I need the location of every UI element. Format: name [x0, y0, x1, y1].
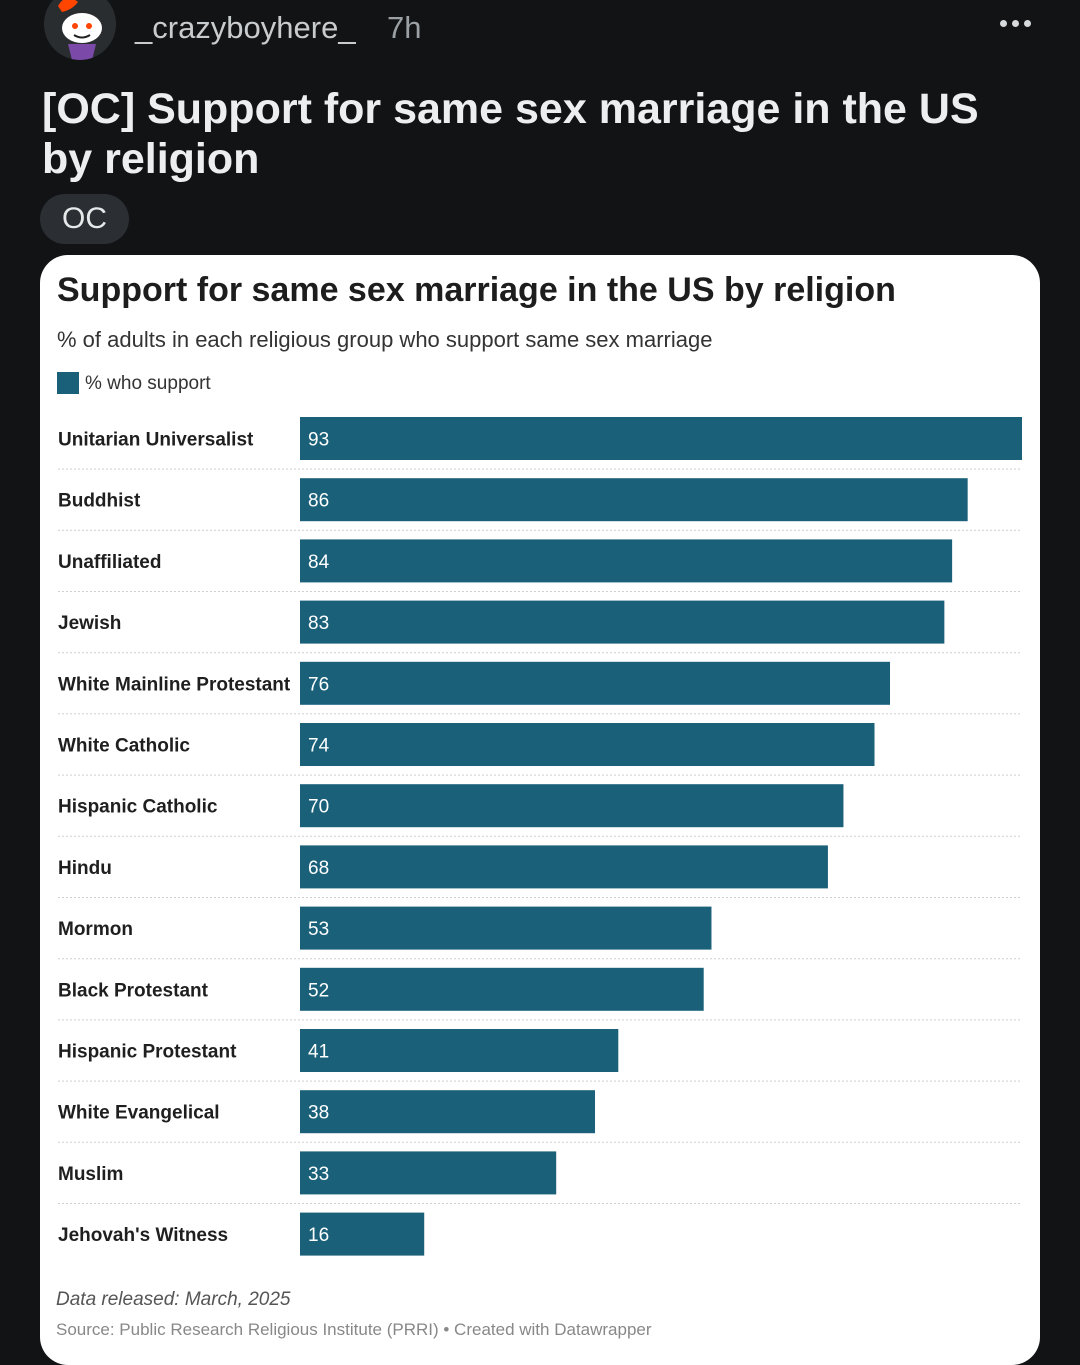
more-options-icon[interactable]: [1000, 14, 1040, 38]
bar[interactable]: [300, 600, 945, 644]
bar-value-label: 76: [308, 674, 329, 695]
bar-value-label: 86: [308, 491, 329, 512]
user-avatar[interactable]: [44, 0, 116, 60]
category-label: White Catholic: [58, 736, 190, 757]
category-label: Hispanic Protestant: [58, 1042, 237, 1063]
post-header: _crazyboyhere_ 7h: [0, 0, 1080, 60]
bar[interactable]: [300, 845, 828, 889]
chart-subtitle: % of adults in each religious group who …: [57, 327, 713, 352]
bar-value-label: 93: [308, 430, 329, 451]
category-label: Jewish: [58, 613, 121, 634]
legend-label: % who support: [85, 373, 211, 394]
bar[interactable]: [300, 784, 844, 828]
reddit-snoo-icon: [44, 0, 116, 60]
category-label: Mormon: [58, 919, 133, 940]
bar-value-label: 70: [308, 797, 329, 818]
chart-footnote: Data released: March, 2025: [56, 1289, 291, 1310]
username[interactable]: _crazyboyhere_: [135, 10, 356, 45]
category-label: Jehovah's Witness: [58, 1225, 228, 1246]
chart-legend: % who support: [57, 372, 211, 395]
bar-value-label: 41: [308, 1042, 329, 1063]
bar-value-label: 33: [308, 1164, 329, 1185]
bar-value-label: 83: [308, 613, 329, 634]
category-label: Buddhist: [58, 491, 141, 512]
bar[interactable]: [300, 417, 1022, 460]
post-time: 7h: [387, 10, 422, 45]
bar-value-label: 52: [308, 980, 329, 1001]
bar-value-label: 16: [308, 1225, 329, 1246]
category-label: Unaffiliated: [58, 552, 161, 573]
bar[interactable]: [300, 539, 953, 583]
category-label: White Mainline Protestant: [58, 674, 291, 695]
bar[interactable]: [300, 661, 891, 705]
bar[interactable]: [300, 1029, 619, 1072]
category-label: Hispanic Catholic: [58, 797, 218, 818]
bar-value-label: 68: [308, 858, 329, 879]
post-title[interactable]: [OC] Support for same sex marriage in th…: [42, 85, 979, 183]
bar-value-label: 74: [308, 736, 330, 757]
category-label: Unitarian Universalist: [58, 430, 254, 451]
chart-title: Support for same sex marriage in the US …: [57, 271, 896, 309]
category-label: Hindu: [58, 858, 112, 879]
category-label: Black Protestant: [58, 980, 209, 1001]
bar-value-label: 38: [308, 1103, 329, 1124]
bar[interactable]: [300, 478, 968, 522]
bar[interactable]: [300, 1090, 596, 1134]
bar-chart: Unitarian Universalist 93 Buddhist 86 Unaffi…: [58, 417, 1022, 1256]
bar[interactable]: [300, 723, 875, 766]
bar[interactable]: [300, 1212, 425, 1256]
chart-card[interactable]: Support for same sex marriage in the US …: [40, 255, 1040, 1365]
category-label: White Evangelical: [58, 1103, 220, 1124]
bar[interactable]: [300, 906, 712, 950]
category-label: Muslim: [58, 1164, 123, 1185]
bar-value-label: 53: [308, 919, 329, 940]
bar[interactable]: [300, 967, 704, 1011]
legend-swatch: [57, 372, 79, 394]
bar[interactable]: [300, 1151, 557, 1195]
bar-value-label: 84: [308, 552, 330, 573]
chart-source: Source: Public Research Religious Instit…: [56, 1320, 652, 1339]
post-flair[interactable]: OC: [40, 194, 129, 244]
